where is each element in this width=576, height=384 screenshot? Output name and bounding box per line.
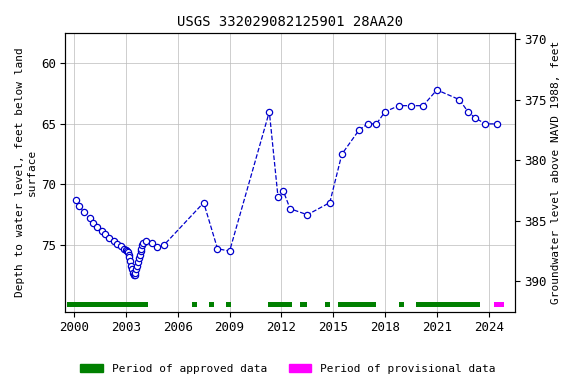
Bar [226, 302, 232, 306]
Bar [416, 302, 480, 306]
Bar [301, 302, 308, 306]
Bar [399, 302, 404, 306]
Y-axis label: Groundwater level above NAVD 1988, feet: Groundwater level above NAVD 1988, feet [551, 41, 561, 304]
Bar [268, 302, 292, 306]
Bar [192, 302, 197, 306]
Bar [325, 302, 330, 306]
Bar [67, 302, 149, 306]
Bar [209, 302, 214, 306]
Bar [494, 302, 504, 306]
Y-axis label: Depth to water level, feet below land
surface: Depth to water level, feet below land su… [15, 48, 37, 297]
Title: USGS 332029082125901 28AA20: USGS 332029082125901 28AA20 [177, 15, 403, 29]
Bar [339, 302, 377, 306]
Legend: Period of approved data, Period of provisional data: Period of approved data, Period of provi… [76, 359, 500, 379]
